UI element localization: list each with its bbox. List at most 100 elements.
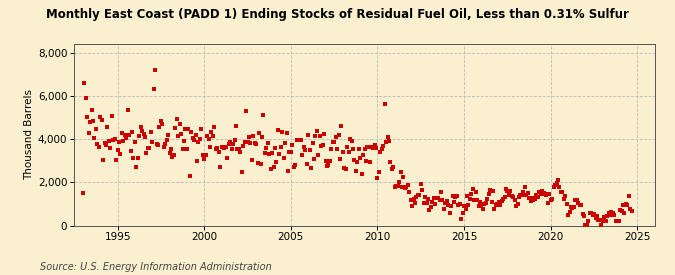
Point: [412, 192, 423, 197]
Point: [141, 151, 152, 156]
Point: [345, 137, 356, 141]
Point: [150, 68, 161, 72]
Point: [151, 142, 162, 147]
Point: [606, 210, 617, 214]
Point: [383, 139, 394, 143]
Point: [263, 141, 273, 145]
Point: [583, 218, 594, 223]
Point: [256, 135, 267, 139]
Point: [329, 140, 340, 144]
Point: [423, 197, 433, 201]
Point: [368, 146, 379, 150]
Point: [475, 200, 485, 205]
Point: [155, 119, 166, 123]
Point: [420, 194, 431, 199]
Point: [430, 202, 441, 206]
Point: [211, 147, 221, 151]
Point: [377, 147, 387, 151]
Point: [560, 194, 570, 199]
Point: [365, 160, 376, 165]
Point: [581, 222, 592, 227]
Point: [325, 159, 335, 164]
Point: [427, 200, 438, 205]
Point: [519, 185, 530, 189]
Point: [306, 166, 317, 170]
Point: [539, 192, 550, 197]
Point: [556, 190, 566, 194]
Point: [591, 214, 602, 219]
Point: [269, 146, 280, 150]
Point: [615, 208, 626, 212]
Point: [506, 194, 517, 199]
Point: [622, 203, 632, 207]
Point: [145, 130, 156, 135]
Point: [408, 197, 419, 202]
Point: [469, 198, 480, 203]
Point: [429, 196, 439, 200]
Point: [227, 142, 238, 146]
Point: [576, 203, 587, 207]
Point: [585, 211, 595, 216]
Point: [522, 190, 533, 195]
Point: [548, 185, 559, 189]
Point: [254, 131, 265, 136]
Point: [578, 214, 589, 218]
Point: [470, 190, 481, 194]
Point: [226, 147, 237, 151]
Point: [99, 141, 110, 145]
Point: [205, 144, 215, 149]
Point: [137, 129, 148, 133]
Point: [554, 185, 565, 189]
Point: [544, 192, 555, 196]
Point: [293, 138, 304, 142]
Point: [78, 191, 88, 195]
Point: [567, 206, 578, 210]
Point: [348, 146, 358, 151]
Point: [460, 207, 471, 211]
Point: [115, 152, 126, 156]
Point: [108, 137, 119, 142]
Point: [112, 148, 123, 152]
Point: [187, 136, 198, 140]
Point: [486, 200, 497, 204]
Point: [537, 189, 547, 193]
Point: [512, 202, 523, 207]
Point: [232, 147, 243, 151]
Point: [411, 194, 422, 199]
Point: [508, 195, 518, 199]
Point: [183, 127, 194, 131]
Point: [101, 143, 111, 147]
Point: [127, 129, 138, 134]
Point: [421, 200, 432, 205]
Point: [443, 202, 454, 207]
Point: [288, 165, 299, 169]
Point: [199, 157, 210, 161]
Point: [138, 132, 149, 136]
Point: [610, 219, 621, 223]
Point: [479, 202, 490, 206]
Point: [391, 183, 402, 188]
Point: [625, 207, 636, 211]
Point: [246, 158, 257, 163]
Point: [533, 195, 543, 200]
Point: [518, 190, 529, 194]
Point: [300, 148, 310, 152]
Point: [463, 203, 474, 207]
Point: [144, 146, 155, 150]
Point: [500, 195, 510, 199]
Point: [603, 210, 614, 215]
Point: [618, 202, 628, 207]
Point: [261, 146, 272, 151]
Point: [313, 153, 324, 157]
Point: [405, 198, 416, 202]
Point: [495, 202, 506, 207]
Point: [414, 193, 425, 197]
Point: [164, 151, 175, 155]
Point: [163, 133, 173, 137]
Point: [88, 119, 99, 123]
Point: [249, 141, 260, 145]
Point: [215, 165, 225, 169]
Point: [447, 194, 458, 199]
Point: [90, 127, 101, 131]
Point: [356, 172, 367, 177]
